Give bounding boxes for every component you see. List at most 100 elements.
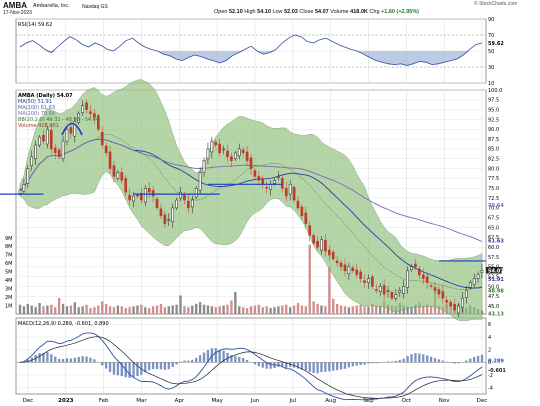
macd-histogram-bar [433,358,437,363]
price-candle [116,172,120,179]
macd-histogram-bar [339,362,343,370]
volume-bar [85,304,88,314]
exchange-name: Nasdaq GS [82,3,108,10]
volume-bar [148,308,151,314]
price-candle [230,156,233,161]
volume-tick-label: 4M [5,278,13,284]
macd-tick-label: -2 [488,373,493,379]
price-candle [433,287,437,291]
volume-bar [359,304,362,314]
price-candle [140,192,143,201]
price-candle [382,285,386,295]
macd-histogram-bar [50,354,53,363]
volume-bar [50,304,53,314]
volume-bar [136,305,139,314]
macd-histogram-bar [245,359,249,363]
volume-tick-label: 1M [5,303,13,309]
macd-histogram-bar [429,356,433,363]
volume-bar [371,303,374,314]
price-candle [136,194,139,197]
price-candle [96,115,100,130]
price-candle [472,278,476,285]
macd-histogram-bar [406,356,409,363]
volume-bar [285,304,288,314]
price-candle [296,200,300,209]
macd-histogram-bar [363,362,366,365]
macd-right-label: 0.289 [488,358,504,364]
volume-bar [265,306,268,314]
macd-histogram-bar [386,361,390,363]
price-candle [257,176,261,181]
macd-histogram-bar [320,362,323,373]
macd-histogram-bar [476,355,480,363]
macd-histogram-bar [198,355,202,363]
close-price-box [486,266,502,274]
macd-histogram-bar [402,358,405,363]
macd-histogram-bar [93,359,96,363]
price-candle [418,268,421,275]
macd-histogram-bar [167,362,170,370]
volume-bar [218,306,221,314]
volume-bar [22,306,26,314]
macd-histogram-bar [426,355,429,363]
macd-histogram-bar [26,359,29,363]
price-candle [414,263,417,268]
open-value: 52.10 [229,9,243,15]
volume-bar [422,305,425,314]
macd-histogram-bar [238,356,241,363]
volume-bar [112,307,116,314]
price-candle [214,141,218,146]
macd-histogram-bar [159,362,163,370]
company-name: Ambarella, Inc. [33,3,70,9]
price-candle [128,194,131,201]
price-candle [320,239,323,251]
volume-bar [175,304,178,314]
volume-bar [128,307,131,314]
price-candle [449,301,452,307]
price-candle [324,240,327,252]
price-tick-label: 80.0 [488,166,499,172]
price-candle [187,200,190,209]
volume-bar [179,295,182,314]
low-label: Low [272,9,283,15]
price-candle [167,219,171,221]
macd-histogram-bar [332,362,335,371]
month-label: Oct [402,398,412,404]
macd-histogram-bar [101,362,104,366]
volume-bar [93,307,96,314]
price-candle [198,172,202,191]
macd-histogram-bar [104,362,108,369]
price-candle [57,149,61,158]
price-candle [374,289,378,291]
volume-bar [300,305,304,314]
volume-bar [167,306,170,314]
price-candle [441,291,445,299]
price-candle [355,269,359,275]
volume-bar [54,307,57,314]
price-tick-label: 72.5 [488,196,499,202]
volume-bar [234,292,237,314]
price-candle [218,143,221,154]
macd-histogram-bar [445,361,448,363]
macd-histogram-bar [128,362,131,378]
legend-ma50: MA(50) 51.91 [18,99,52,105]
volume-bar [426,303,429,314]
price-candle [22,184,26,192]
volume-bar [214,307,217,314]
price-tick-label: 70.0 [488,206,499,212]
macd-histogram-bar [261,362,264,368]
price-candle [398,290,402,293]
price-candle [171,207,175,222]
volume-bar [26,303,29,314]
chg-label: Chg [369,9,380,15]
price-candle [351,267,355,272]
price-candle [445,299,449,303]
price-candle [308,225,312,236]
price-candle [339,262,343,268]
price-candle [253,170,257,177]
price-candle [331,251,335,260]
volume-bar [281,305,284,314]
price-candle [371,276,374,287]
price-candle [386,290,390,292]
macd-histogram-bar [296,362,300,369]
